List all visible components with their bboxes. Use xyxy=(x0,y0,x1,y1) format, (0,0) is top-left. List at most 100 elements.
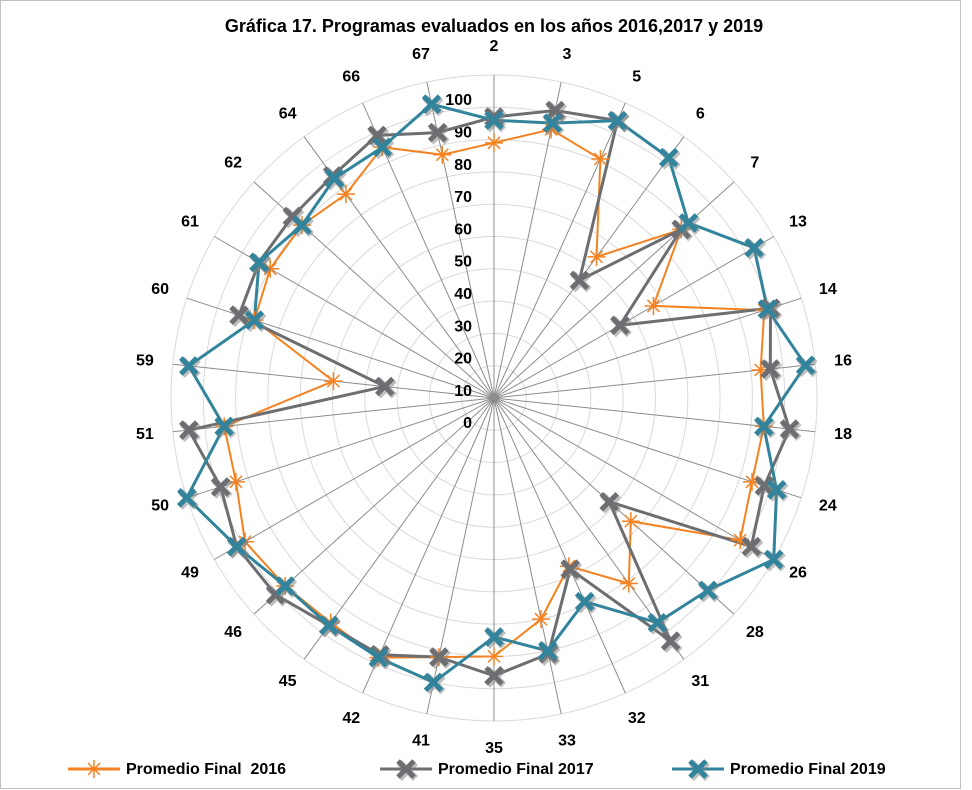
marker xyxy=(688,759,710,781)
marker xyxy=(678,213,701,235)
marker-body xyxy=(569,270,590,291)
marker xyxy=(433,145,452,164)
marker xyxy=(766,480,789,502)
category-label: 33 xyxy=(558,733,576,750)
marker xyxy=(658,147,681,170)
marker xyxy=(744,238,767,260)
category-label: 60 xyxy=(151,281,169,298)
category-label: 62 xyxy=(224,154,242,171)
category-label: 66 xyxy=(342,69,360,86)
category-label: 6 xyxy=(696,105,705,122)
category-label: 41 xyxy=(412,733,430,750)
marker-body xyxy=(484,666,504,686)
y-tick-label: 90 xyxy=(454,125,472,142)
marker xyxy=(731,531,750,550)
y-tick-label: 40 xyxy=(454,286,472,303)
legend-label: Promedio Final 2017 xyxy=(438,761,594,778)
marker xyxy=(214,416,237,439)
marker xyxy=(619,574,638,593)
marker xyxy=(537,640,560,663)
grid: 2 356713141618242628313233354142454649505… xyxy=(136,38,852,757)
y-tick-label: 80 xyxy=(454,157,472,174)
category-label: 51 xyxy=(136,426,154,443)
y-tick-label: 20 xyxy=(454,351,472,368)
marker-body xyxy=(367,125,387,146)
spoke xyxy=(493,397,562,715)
y-tick-label: 0 xyxy=(463,415,472,432)
marker xyxy=(760,359,783,381)
marker-body xyxy=(607,110,628,131)
spoke xyxy=(493,297,802,399)
marker xyxy=(587,247,606,266)
category-label: 28 xyxy=(746,624,764,641)
marker xyxy=(249,252,272,275)
category-label: 61 xyxy=(181,214,199,231)
spoke xyxy=(493,397,626,694)
marker xyxy=(763,549,786,572)
marker-body xyxy=(574,591,595,612)
marker xyxy=(795,355,818,378)
spoke xyxy=(303,397,495,660)
marker xyxy=(427,122,450,145)
marker xyxy=(421,94,444,117)
marker xyxy=(484,110,506,133)
category-label: 32 xyxy=(628,710,646,727)
marker-body xyxy=(688,759,708,779)
marker-body xyxy=(421,94,442,114)
marker xyxy=(177,488,199,510)
marker xyxy=(275,576,298,599)
chart-title: Gráfica 17. Programas evaluados en los a… xyxy=(225,16,763,36)
marker xyxy=(660,631,683,653)
marker xyxy=(757,299,780,322)
marker-body xyxy=(427,122,448,143)
category-label: 35 xyxy=(485,740,503,757)
marker-body xyxy=(429,647,449,667)
marker-body xyxy=(779,419,800,439)
marker-body xyxy=(179,420,199,440)
marker xyxy=(644,296,663,315)
category-label: 7 xyxy=(750,154,759,171)
marker-body xyxy=(763,549,784,570)
spoke xyxy=(493,136,685,399)
marker xyxy=(324,168,347,191)
marker xyxy=(647,612,670,635)
marker-body xyxy=(292,215,312,235)
marker-body xyxy=(610,315,630,336)
marker-body xyxy=(484,627,504,647)
marker xyxy=(226,472,245,491)
marker xyxy=(484,666,506,688)
category-label: 24 xyxy=(819,498,837,515)
marker xyxy=(396,759,418,781)
marker xyxy=(743,472,762,491)
marker xyxy=(484,627,506,649)
marker-body xyxy=(229,305,249,325)
marker xyxy=(569,270,592,293)
marker xyxy=(179,420,201,443)
marker-body xyxy=(660,631,681,651)
category-label: 49 xyxy=(181,565,199,582)
marker xyxy=(599,491,622,514)
spoke xyxy=(493,81,562,399)
marker-body xyxy=(372,137,393,157)
marker-body xyxy=(210,477,231,497)
marker-body xyxy=(697,580,718,601)
category-label: 50 xyxy=(151,498,169,515)
spoke xyxy=(362,397,495,694)
marker xyxy=(591,149,610,168)
spoke xyxy=(493,397,774,560)
marker-body xyxy=(766,480,787,500)
marker-body xyxy=(396,759,416,779)
marker-body xyxy=(177,488,197,508)
marker xyxy=(226,536,249,559)
marker xyxy=(607,110,630,133)
marker-body xyxy=(599,491,619,512)
marker xyxy=(574,591,597,614)
marker-body xyxy=(647,612,668,633)
marker-body xyxy=(249,252,269,273)
marker-body xyxy=(375,376,395,397)
marker-body xyxy=(757,299,778,319)
category-label: 13 xyxy=(789,214,807,231)
marker-body xyxy=(214,416,234,437)
marker xyxy=(229,305,252,328)
y-tick-label: 30 xyxy=(454,318,472,335)
